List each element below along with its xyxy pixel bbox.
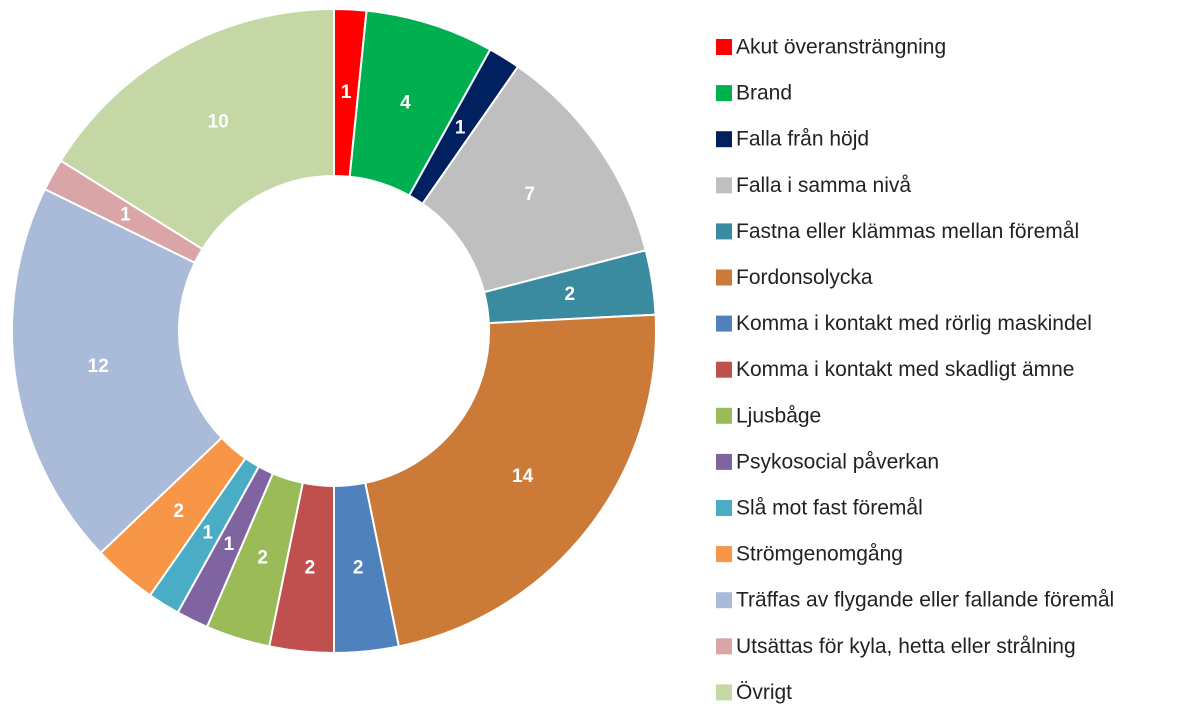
legend-label: Falla från höjd — [736, 128, 869, 151]
legend-swatch — [716, 131, 732, 148]
legend-swatch — [716, 407, 732, 424]
legend-swatch — [716, 177, 732, 194]
legend-label: Slå mot fast föremål — [736, 497, 923, 520]
value-label: 2 — [173, 501, 184, 522]
legend-label: Brand — [736, 82, 792, 105]
legend-swatch — [716, 39, 732, 55]
value-label: 1 — [455, 118, 466, 139]
value-label: 2 — [353, 557, 364, 578]
value-label: 2 — [257, 548, 268, 569]
legend-label: Komma i kontakt med skadligt ämne — [736, 358, 1074, 381]
legend-swatch — [716, 500, 732, 516]
legend-label: Utsättas för kyla, hetta eller strålning — [736, 635, 1076, 658]
legend-swatch — [716, 684, 732, 701]
slice — [11, 187, 224, 555]
legend-swatch — [716, 223, 732, 240]
legend-swatch — [716, 315, 732, 332]
legend-label: Komma i kontakt med rörlig maskindel — [736, 312, 1092, 335]
legend-swatch — [716, 546, 732, 563]
value-label: 14 — [512, 466, 534, 487]
value-label: 2 — [305, 557, 316, 578]
legend-swatch — [716, 85, 732, 102]
legend-swatch — [716, 269, 732, 286]
slice — [364, 313, 657, 648]
legend-swatch — [716, 592, 732, 609]
legend-swatch — [716, 361, 732, 378]
value-label: 4 — [400, 92, 411, 113]
legend-label: Träffas av flygande eller fallande förem… — [736, 589, 1114, 612]
legend-label: Ljusbåge — [736, 404, 821, 427]
value-label: 1 — [341, 82, 352, 103]
legend-label: Fastna eller klämmas mellan föremål — [736, 220, 1079, 243]
value-label: 1 — [120, 204, 131, 225]
legend-swatch — [716, 638, 732, 655]
value-label: 10 — [208, 111, 229, 132]
legend-label: Strömgenomgång — [736, 543, 903, 566]
legend-label: Fordonsolycka — [736, 266, 873, 289]
legend-label: Akut överansträngning — [736, 36, 946, 59]
legend-label: Psykosocial påverkan — [736, 450, 939, 473]
value-label: 1 — [203, 522, 214, 543]
value-label: 2 — [564, 284, 575, 305]
slice — [421, 65, 647, 294]
value-label: 1 — [224, 534, 235, 555]
value-label: 7 — [524, 184, 535, 205]
legend-swatch — [716, 453, 732, 470]
value-label: 12 — [88, 356, 109, 377]
slice — [59, 7, 335, 251]
legend-label: Övrigt — [736, 681, 792, 704]
legend-label: Falla i samma nivå — [736, 174, 911, 197]
